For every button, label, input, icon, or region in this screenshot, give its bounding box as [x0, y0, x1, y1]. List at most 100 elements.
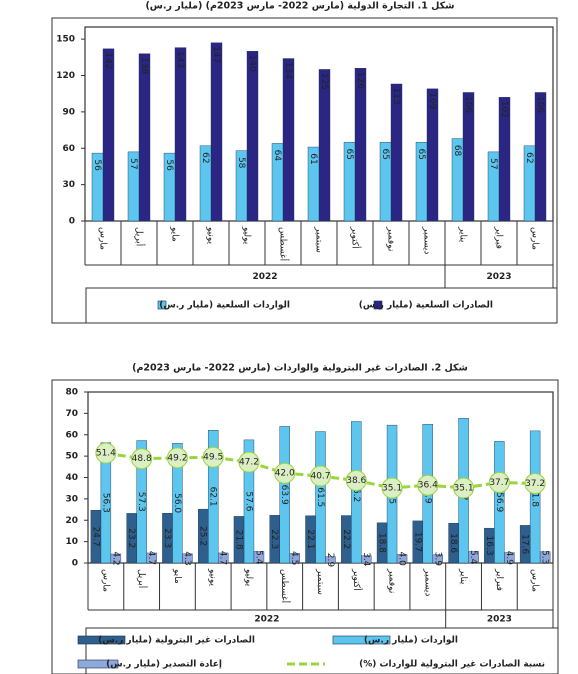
- x-tick-label: فبراير: [494, 568, 504, 591]
- data-label: 61.5: [315, 487, 325, 507]
- data-label: 19.7: [412, 532, 422, 552]
- legend-label: الواردات السلعية (مليار ر.س): [159, 301, 290, 311]
- data-label: 64: [272, 150, 282, 162]
- data-label: 4.9: [504, 551, 514, 566]
- bar: [138, 53, 151, 222]
- data-label: 23.2: [126, 528, 136, 548]
- line-marker: [238, 451, 260, 473]
- x-tick-label: أكتوبر: [351, 568, 363, 591]
- bar: [523, 145, 536, 222]
- bar: [253, 551, 265, 564]
- bar: [468, 551, 479, 564]
- y-tick-label: 150: [56, 35, 75, 45]
- y-tick-label: 10: [65, 537, 78, 547]
- data-label: 25.2: [198, 526, 208, 546]
- data-label: 57.6: [243, 491, 253, 511]
- x-tick-label: نوفمبر: [387, 568, 397, 593]
- y-tick-label: 30: [62, 180, 75, 190]
- data-label: 106: [463, 96, 473, 113]
- line-marker: [202, 446, 224, 468]
- data-label: 3.9: [432, 552, 442, 567]
- bar: [163, 152, 176, 222]
- data-label: 56.0: [172, 493, 182, 513]
- x-tick-label: يونيو: [208, 568, 218, 587]
- bar: [341, 515, 352, 564]
- bar: [217, 552, 229, 564]
- data-label: 37.7: [489, 478, 509, 488]
- data-label: 40.7: [310, 472, 330, 482]
- bar: [102, 48, 115, 222]
- line-marker: [417, 474, 439, 496]
- bar: [412, 520, 424, 564]
- data-label: 2.9: [325, 553, 335, 568]
- bar: [448, 523, 459, 564]
- line-marker: [166, 447, 188, 469]
- x-tick-label: أغسطس: [278, 227, 290, 261]
- x-tick-label: أغسطس: [279, 569, 291, 603]
- data-label: 22.3: [269, 529, 279, 549]
- bar: [233, 516, 245, 564]
- bar: [91, 152, 104, 222]
- data-label: 109: [427, 92, 437, 109]
- data-label: 125: [319, 73, 329, 90]
- bar: [343, 141, 356, 222]
- y-tick-label: 40: [65, 473, 78, 483]
- data-label: 16.3: [484, 536, 494, 556]
- legend-frame: [85, 627, 559, 674]
- bar: [504, 552, 515, 564]
- legend-label: الصادرات غير البترولية (مليار ر.س): [98, 636, 255, 646]
- bar: [90, 510, 102, 564]
- data-label: 138: [139, 57, 149, 74]
- line-marker: [345, 469, 367, 491]
- data-label: 17.6: [520, 534, 530, 554]
- bar: [379, 141, 392, 222]
- bar: [487, 151, 500, 222]
- data-label: 62: [524, 152, 534, 163]
- bar: [415, 141, 428, 222]
- bar: [451, 138, 464, 222]
- bar: [269, 515, 280, 564]
- data-label: 49.2: [167, 453, 187, 463]
- data-label: 4.2: [110, 551, 120, 565]
- bar: [307, 146, 320, 222]
- data-label: 4.7: [146, 551, 156, 565]
- data-label: 49.5: [203, 453, 223, 463]
- data-label: 51.4: [96, 449, 116, 459]
- x-tick-label: مايو: [170, 226, 180, 242]
- line-marker: [524, 472, 546, 494]
- y-tick-label: 30: [65, 494, 78, 504]
- x-tick-label: سبتمبر: [314, 226, 324, 253]
- data-label: 126: [355, 72, 365, 89]
- data-label: 147: [211, 46, 221, 63]
- data-label: 142: [103, 52, 113, 69]
- y-tick-label: 60: [65, 430, 78, 440]
- x-tick-label: يناير: [458, 568, 468, 585]
- x-tick-label: أبريل: [134, 227, 146, 246]
- bar: [146, 552, 157, 564]
- bar: [199, 145, 212, 222]
- data-label: 56: [92, 159, 102, 171]
- x-tick-label: ديسمبر: [422, 568, 432, 596]
- data-label: 56: [164, 159, 174, 171]
- bar: [519, 525, 531, 564]
- data-label: 18.8: [377, 533, 387, 553]
- data-label: 57: [128, 158, 138, 169]
- data-label: 56.9: [494, 492, 504, 512]
- bar: [354, 68, 367, 222]
- y-tick-label: 70: [65, 409, 78, 419]
- x-tick-label: فبراير: [494, 226, 504, 249]
- data-label: 47.2: [239, 458, 259, 468]
- data-label: 56.3: [100, 493, 110, 513]
- bar: [325, 556, 336, 564]
- data-label: 57: [488, 158, 498, 169]
- bar: [197, 508, 209, 564]
- data-label: 62.1: [208, 487, 218, 507]
- bar: [305, 515, 316, 564]
- x-tick-label: يوليو: [242, 226, 252, 245]
- data-label: 36.4: [418, 481, 438, 491]
- x-tick-label: سبتمبر: [315, 568, 325, 595]
- data-label: 134: [283, 62, 293, 79]
- bar: [127, 151, 140, 222]
- data-label: 4.3: [182, 551, 192, 565]
- data-label: 22.2: [341, 529, 351, 549]
